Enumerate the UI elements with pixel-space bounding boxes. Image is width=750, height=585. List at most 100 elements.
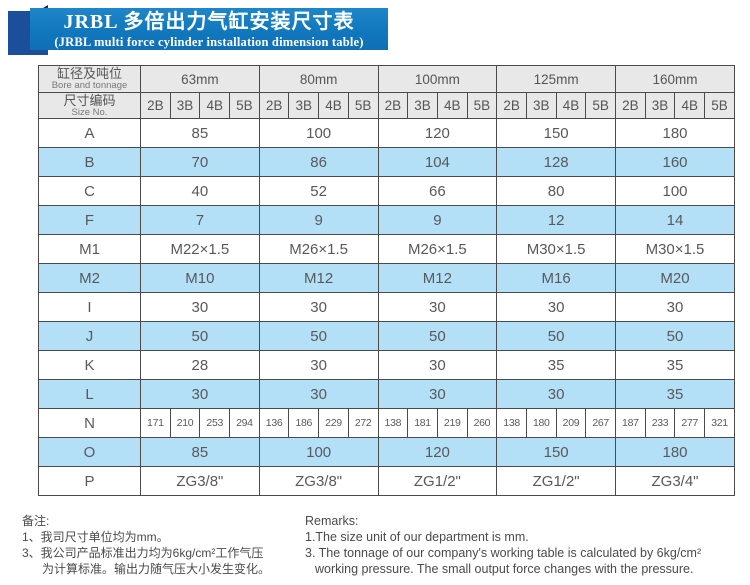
cell-L-125mm: 30 — [496, 379, 616, 409]
size-no-header-cn: 尺寸编码 — [63, 92, 116, 108]
row-label-I: I — [38, 292, 141, 322]
cell-M2-80mm: M12 — [258, 263, 379, 293]
size-col-header-63mm-4B: 4B — [199, 92, 231, 119]
cell-M1-125mm: M30×1.5 — [496, 234, 616, 264]
cell-N-63mm-4B: 253 — [199, 408, 231, 438]
size-col-header-80mm-3B: 3B — [288, 92, 320, 119]
cell-I-100mm: 30 — [377, 292, 498, 322]
cell-J-160mm: 50 — [615, 321, 735, 351]
table-row-J: J 50 50 50 50 50 — [38, 321, 735, 351]
bore-group-header-63mm: 63mm — [140, 65, 260, 93]
cell-N-125mm-4B: 209 — [555, 408, 587, 438]
cell-O-125mm: 150 — [496, 437, 616, 467]
cell-B-160mm: 160 — [615, 147, 735, 177]
table-row-M1: M1 M22×1.5 M26×1.5 M26×1.5 M30×1.5 M30×1.5 — [38, 234, 735, 264]
cell-J-80mm: 50 — [258, 321, 379, 351]
bore-header-row: 缸径及吨位 Bore and tonnage 63mm 80mm 100mm 125m… — [38, 65, 735, 93]
size-col-header-160mm-5B: 5B — [704, 92, 735, 119]
cell-O-160mm: 180 — [615, 437, 735, 467]
size-no-header-row: 尺寸编码 Size No. 2B 3B 4B 5B 2B 3B 4B 5B 2B 3B 4B 5B 2B… — [38, 92, 735, 119]
notes-chinese-line: 为计算标准。输出力随气压大小发生变化。 — [42, 562, 271, 576]
cell-O-100mm: 120 — [377, 437, 498, 467]
cell-A-100mm: 120 — [377, 118, 498, 148]
size-col-header-125mm-4B: 4B — [555, 92, 587, 119]
cell-C-80mm: 52 — [258, 176, 379, 206]
size-col-header-125mm-2B: 2B — [496, 92, 527, 119]
cell-M2-63mm: M10 — [140, 263, 260, 293]
cell-M2-125mm: M16 — [496, 263, 616, 293]
notes-chinese-line: 3、我公司产品标准出力均为6kg/cm²工作气压 — [22, 546, 264, 560]
cell-N-80mm-2B: 136 — [258, 408, 290, 438]
table-row-L: L 30 30 30 30 35 — [38, 379, 735, 409]
cell-M1-63mm: M22×1.5 — [140, 234, 260, 264]
dimension-table-wrap: 缸径及吨位 Bore and tonnage 63mm 80mm 100mm 125m… — [38, 65, 735, 496]
bore-group-header-80mm: 80mm — [258, 65, 379, 93]
cell-F-125mm: 12 — [496, 205, 616, 235]
size-col-header-80mm-4B: 4B — [318, 92, 349, 119]
notes-english-line: working pressure. The small output force… — [315, 562, 694, 576]
cell-C-63mm: 40 — [140, 176, 260, 206]
notes-chinese: 备注: 1、我司尺寸单位均为mm。 3、我公司产品标准出力均为6kg/cm²工作… — [22, 513, 302, 577]
table-row-A: A 85 100 120 150 180 — [38, 118, 735, 148]
size-col-header-63mm-5B: 5B — [229, 92, 260, 119]
corner-header-bore: 缸径及吨位 Bore and tonnage — [38, 65, 141, 93]
cell-C-160mm: 100 — [615, 176, 735, 206]
cell-F-160mm: 14 — [615, 205, 735, 235]
cell-I-80mm: 30 — [258, 292, 379, 322]
bore-group-header-125mm: 125mm — [496, 65, 616, 93]
cell-F-100mm: 9 — [377, 205, 498, 235]
table-row-K: K 28 30 30 35 35 — [38, 350, 735, 380]
cell-B-125mm: 128 — [496, 147, 616, 177]
cell-F-80mm: 9 — [258, 205, 379, 235]
dimension-table: 缸径及吨位 Bore and tonnage 63mm 80mm 100mm 125m… — [38, 65, 735, 496]
bore-group-header-160mm: 160mm — [615, 65, 735, 93]
cell-I-160mm: 30 — [615, 292, 735, 322]
cell-M2-100mm: M12 — [377, 263, 498, 293]
cell-M1-160mm: M30×1.5 — [615, 234, 735, 264]
row-label-K: K — [38, 350, 141, 380]
table-row-N: N 171 210 253 294 136 186 229 272 138 181 219 260 138… — [38, 408, 735, 438]
cell-N-100mm-4B: 219 — [436, 408, 468, 438]
size-col-header-100mm-3B: 3B — [407, 92, 438, 119]
size-col-header-80mm-5B: 5B — [347, 92, 379, 119]
cell-N-125mm-2B: 138 — [496, 408, 527, 438]
size-col-header-160mm-3B: 3B — [644, 92, 676, 119]
notes-english-line: 3. The tonnage of our company's working … — [305, 546, 702, 560]
cell-I-125mm: 30 — [496, 292, 616, 322]
notes-english-line: 1.The size unit of our department is mm. — [305, 530, 529, 544]
cell-N-63mm-5B: 294 — [229, 408, 260, 438]
cell-N-100mm-2B: 138 — [377, 408, 409, 438]
table-row-I: I 30 30 30 30 30 — [38, 292, 735, 322]
table-row-F: F 7 9 9 12 14 — [38, 205, 735, 235]
row-label-A: A — [38, 118, 141, 148]
size-col-header-160mm-2B: 2B — [615, 92, 646, 119]
cell-M1-80mm: M26×1.5 — [258, 234, 379, 264]
notes-english-title: Remarks: — [305, 514, 359, 528]
cell-F-63mm: 7 — [140, 205, 260, 235]
size-col-header-100mm-2B: 2B — [377, 92, 409, 119]
cell-K-100mm: 30 — [377, 350, 498, 380]
size-col-header-100mm-5B: 5B — [466, 92, 498, 119]
size-col-header-125mm-5B: 5B — [585, 92, 616, 119]
cell-C-125mm: 80 — [496, 176, 616, 206]
row-label-F: F — [38, 205, 141, 235]
cell-L-160mm: 35 — [615, 379, 735, 409]
cell-A-160mm: 180 — [615, 118, 735, 148]
size-col-header-125mm-3B: 3B — [525, 92, 557, 119]
cell-N-160mm-3B: 233 — [644, 408, 676, 438]
cell-A-80mm: 100 — [258, 118, 379, 148]
corner-header-en: Bore and tonnage — [51, 80, 128, 91]
cell-N-160mm-2B: 187 — [615, 408, 646, 438]
size-col-header-80mm-2B: 2B — [258, 92, 290, 119]
size-col-header-63mm-3B: 3B — [169, 92, 201, 119]
cell-N-80mm-4B: 229 — [318, 408, 349, 438]
cell-N-125mm-5B: 267 — [585, 408, 616, 438]
table-row-P: P ZG3/8" ZG3/8" ZG1/2" ZG1/2" ZG3/4" — [38, 466, 735, 496]
page-title-chinese: JRBL 多倍出力气缸安装尺寸表 — [63, 11, 355, 33]
row-label-J: J — [38, 321, 141, 351]
cell-N-63mm-2B: 171 — [140, 408, 171, 438]
size-col-header-100mm-4B: 4B — [436, 92, 468, 119]
cell-J-63mm: 50 — [140, 321, 260, 351]
cell-J-125mm: 50 — [496, 321, 616, 351]
size-col-header-160mm-4B: 4B — [674, 92, 706, 119]
